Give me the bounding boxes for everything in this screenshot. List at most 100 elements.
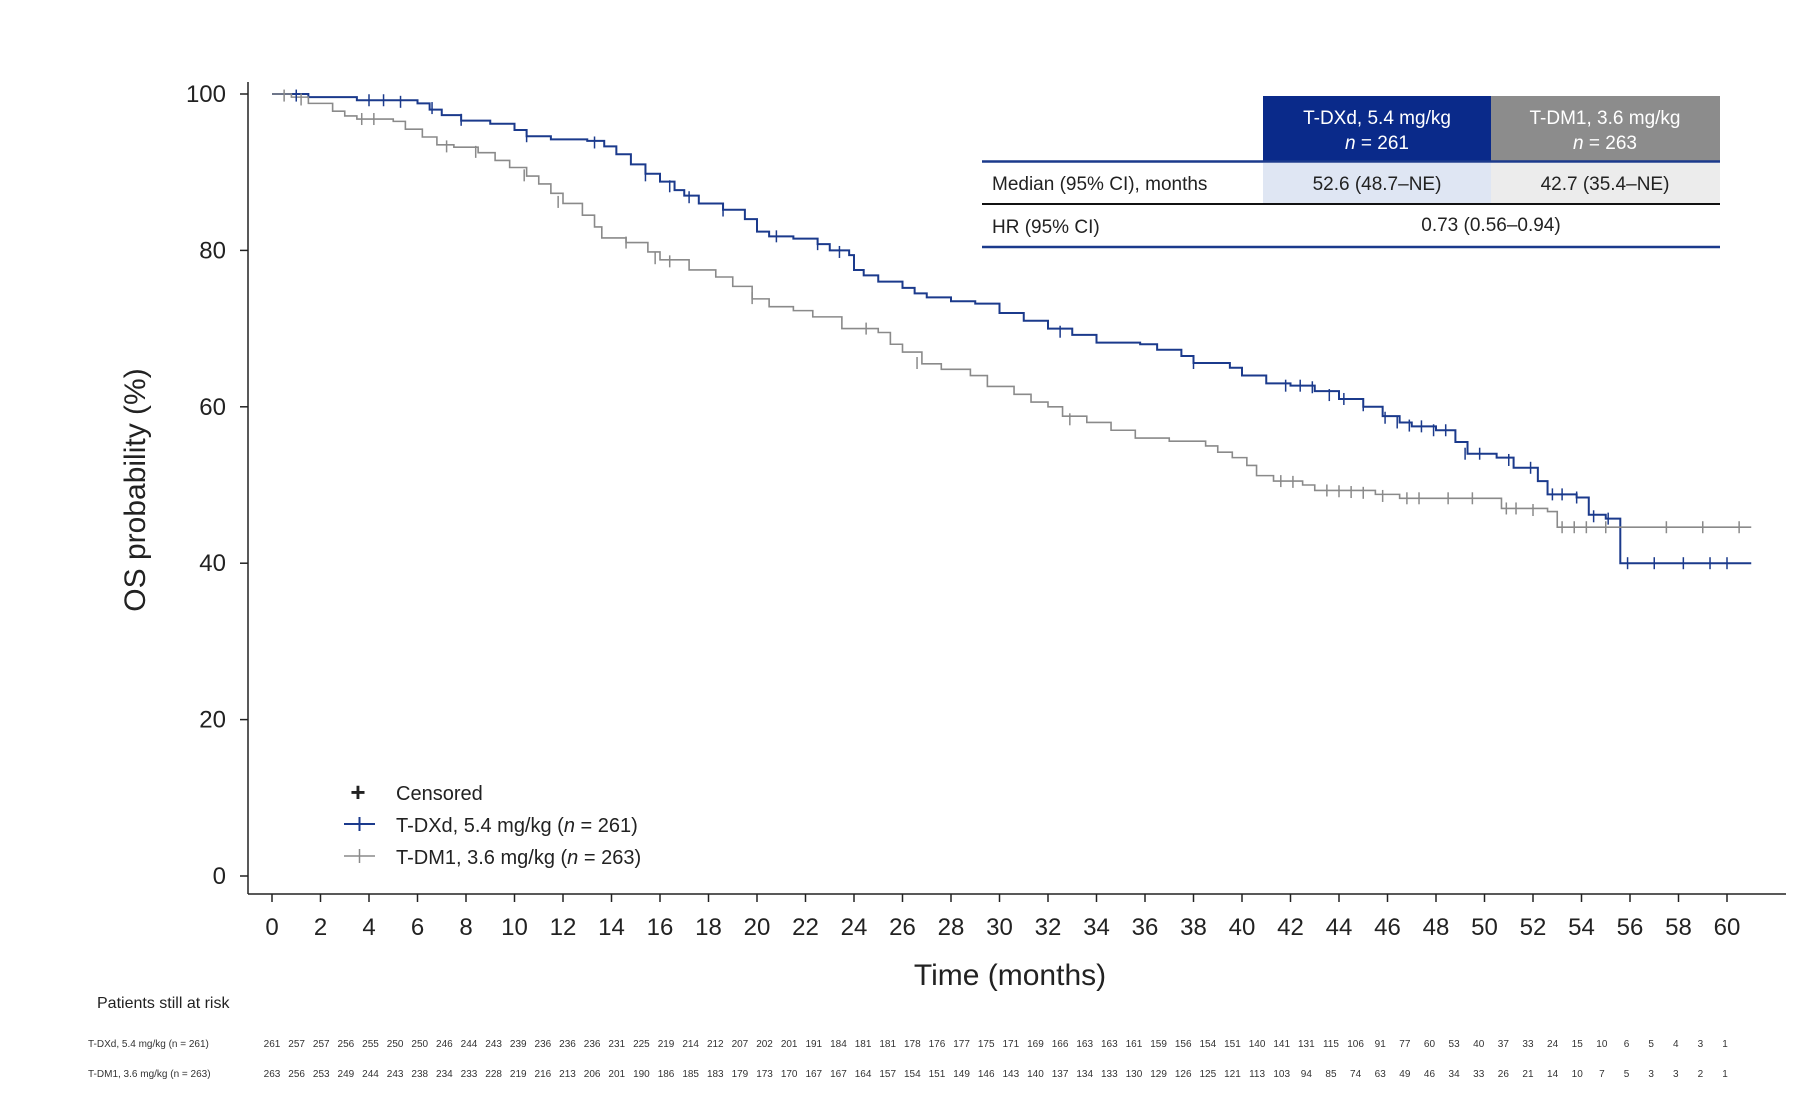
risk-number: 140 <box>1249 1039 1266 1050</box>
x-tick-label: 36 <box>1132 914 1159 941</box>
risk-table: Patients still at risk T-DXd, 5.4 mg/kg … <box>88 995 1728 1080</box>
y-tick-label: 40 <box>199 550 226 577</box>
x-tick-label: 46 <box>1374 914 1401 941</box>
risk-number: 131 <box>1298 1039 1315 1050</box>
risk-number: 239 <box>510 1039 527 1050</box>
table-head-tdxd-line1: T-DXd, 5.4 mg/kg <box>1303 108 1451 129</box>
risk-number: 213 <box>559 1069 576 1080</box>
risk-number: 190 <box>633 1069 650 1080</box>
risk-number: 163 <box>1076 1039 1093 1050</box>
risk-number: 167 <box>830 1069 847 1080</box>
x-tick-label: 58 <box>1665 914 1692 941</box>
x-tick-label: 2 <box>314 914 327 941</box>
risk-number: 154 <box>1199 1039 1216 1050</box>
risk-number: 225 <box>633 1039 650 1050</box>
x-tick-label: 48 <box>1423 914 1450 941</box>
risk-number: 37 <box>1498 1039 1510 1050</box>
risk-number: 137 <box>1052 1069 1069 1080</box>
x-tick-label: 30 <box>986 914 1013 941</box>
x-tick-label: 6 <box>411 914 424 941</box>
risk-row-label-tdxd: T-DXd, 5.4 mg/kg (n = 261) <box>88 1039 209 1050</box>
risk-number: 6 <box>1624 1039 1630 1050</box>
risk-number: 250 <box>387 1039 404 1050</box>
risk-number: 236 <box>584 1039 601 1050</box>
risk-number: 175 <box>978 1039 995 1050</box>
risk-number: 253 <box>313 1069 330 1080</box>
risk-number: 169 <box>1027 1039 1044 1050</box>
risk-number: 233 <box>461 1069 478 1080</box>
legend-tdxd-label: T-DXd, 5.4 mg/kg (n = 261) <box>396 815 638 837</box>
risk-number: 146 <box>978 1069 995 1080</box>
risk-number: 171 <box>1002 1039 1019 1050</box>
risk-number: 178 <box>904 1039 921 1050</box>
risk-number: 164 <box>855 1069 872 1080</box>
y-tick-label: 100 <box>186 81 226 108</box>
y-tick-label: 60 <box>199 394 226 421</box>
risk-number: 159 <box>1150 1039 1167 1050</box>
risk-number: 236 <box>535 1039 552 1050</box>
risk-number: 249 <box>338 1069 355 1080</box>
x-tick-label: 40 <box>1229 914 1256 941</box>
risk-number: 53 <box>1449 1039 1461 1050</box>
risk-number: 121 <box>1224 1069 1241 1080</box>
risk-number: 166 <box>1052 1039 1069 1050</box>
risk-numbers: 261 257 257 256 255 250 250 246 244 243 239 236 236 2… <box>264 1039 1729 1080</box>
risk-number: 176 <box>929 1039 946 1050</box>
risk-number: 157 <box>879 1069 896 1080</box>
censor-marks-layer <box>283 89 1740 570</box>
table-head-tdxd-line2: n = 261 <box>1345 133 1409 154</box>
risk-number: 60 <box>1424 1039 1436 1050</box>
risk-number: 246 <box>436 1039 453 1050</box>
risk-number: 219 <box>510 1069 527 1080</box>
table-hr-label: HR (95% CI) <box>992 217 1100 238</box>
table-hr-value: 0.73 (0.56–0.94) <box>1421 215 1560 236</box>
risk-number: 74 <box>1350 1069 1362 1080</box>
x-tick-label: 50 <box>1471 914 1498 941</box>
table-head-tdm1-line1: T-DM1, 3.6 mg/kg <box>1530 108 1681 129</box>
x-tick-label: 60 <box>1714 914 1741 941</box>
risk-number: 257 <box>313 1039 330 1050</box>
risk-number: 77 <box>1399 1039 1411 1050</box>
x-tick-label: 4 <box>362 914 375 941</box>
risk-number: 183 <box>707 1069 724 1080</box>
risk-number: 94 <box>1301 1069 1313 1080</box>
risk-number: 201 <box>781 1039 798 1050</box>
x-tick-label: 44 <box>1326 914 1353 941</box>
x-tick-label: 54 <box>1568 914 1595 941</box>
risk-number: 5 <box>1624 1069 1630 1080</box>
table-median-tdm1-cell <box>1491 163 1720 203</box>
x-axis-title: Time (months) <box>914 959 1106 992</box>
risk-number: 40 <box>1473 1039 1485 1050</box>
risk-number: 141 <box>1273 1039 1290 1050</box>
legend-tdm1-label: T-DM1, 3.6 mg/kg (n = 263) <box>396 847 641 869</box>
risk-number: 134 <box>1076 1069 1093 1080</box>
risk-number: 202 <box>756 1039 773 1050</box>
risk-number: 129 <box>1150 1069 1167 1080</box>
risk-number: 156 <box>1175 1039 1192 1050</box>
risk-number: 63 <box>1375 1069 1387 1080</box>
legend: + Censored T-DXd, 5.4 mg/kg (n = 261) T-… <box>344 777 641 869</box>
y-tick-label: 0 <box>213 863 226 890</box>
x-tick-label: 0 <box>265 914 278 941</box>
x-tick-label: 42 <box>1277 914 1304 941</box>
risk-number: 103 <box>1273 1069 1290 1080</box>
risk-number: 243 <box>387 1069 404 1080</box>
risk-number: 3 <box>1673 1069 1679 1080</box>
risk-number: 113 <box>1249 1069 1265 1080</box>
table-median-tdm1: 42.7 (35.4–NE) <box>1541 174 1670 195</box>
x-tick-label: 16 <box>647 914 674 941</box>
risk-number: 91 <box>1375 1039 1387 1050</box>
risk-number: 214 <box>682 1039 699 1050</box>
risk-number: 149 <box>953 1069 970 1080</box>
risk-number: 261 <box>264 1039 281 1050</box>
risk-number: 85 <box>1325 1069 1337 1080</box>
risk-number: 1 <box>1722 1069 1728 1080</box>
table-median-label: Median (95% CI), months <box>992 174 1207 195</box>
table-median-tdxd-cell <box>1263 163 1491 203</box>
risk-number: 238 <box>411 1069 428 1080</box>
x-tick-label: 8 <box>459 914 472 941</box>
y-tick-label: 20 <box>199 707 226 734</box>
risk-number: 163 <box>1101 1039 1118 1050</box>
risk-number: 24 <box>1547 1039 1559 1050</box>
